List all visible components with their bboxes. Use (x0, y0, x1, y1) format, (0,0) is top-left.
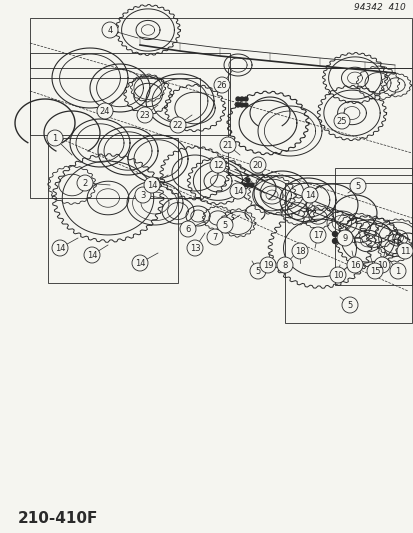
Text: 15: 15 (369, 266, 379, 276)
Text: 13: 13 (189, 244, 200, 253)
Circle shape (235, 103, 240, 107)
Text: 6: 6 (185, 224, 190, 233)
Circle shape (249, 183, 254, 187)
Circle shape (249, 157, 266, 173)
Circle shape (102, 22, 118, 38)
Circle shape (342, 238, 347, 244)
Circle shape (77, 175, 93, 191)
Text: 16: 16 (349, 261, 359, 270)
Text: 12: 12 (212, 160, 223, 169)
Circle shape (349, 178, 365, 194)
Circle shape (84, 247, 100, 263)
Circle shape (52, 240, 68, 256)
Text: 1: 1 (394, 266, 400, 276)
Circle shape (332, 231, 337, 237)
Text: 10: 10 (376, 261, 386, 270)
Circle shape (332, 238, 337, 244)
Circle shape (209, 157, 225, 173)
Text: 14: 14 (134, 259, 145, 268)
Circle shape (242, 183, 245, 187)
Circle shape (243, 97, 247, 101)
Circle shape (249, 263, 266, 279)
Circle shape (144, 177, 159, 193)
Circle shape (259, 257, 275, 273)
Circle shape (206, 229, 223, 245)
Circle shape (219, 137, 235, 153)
Text: 14: 14 (87, 251, 97, 260)
Circle shape (180, 221, 195, 237)
Text: 5: 5 (354, 182, 360, 190)
Text: 24: 24 (100, 107, 110, 116)
Circle shape (342, 231, 347, 237)
Circle shape (216, 217, 233, 233)
Circle shape (137, 107, 153, 123)
Circle shape (276, 257, 292, 273)
Text: 5: 5 (347, 301, 352, 310)
Text: 14: 14 (232, 187, 243, 196)
Text: 14: 14 (55, 244, 65, 253)
Text: 22: 22 (172, 120, 183, 130)
Text: 4: 4 (107, 26, 112, 35)
Text: 26: 26 (216, 80, 227, 90)
Text: 14: 14 (146, 181, 157, 190)
Circle shape (243, 103, 247, 107)
Circle shape (240, 97, 243, 101)
Circle shape (245, 183, 249, 187)
Circle shape (132, 255, 147, 271)
Text: 19: 19 (262, 261, 273, 270)
Text: 2: 2 (82, 179, 88, 188)
Circle shape (336, 230, 352, 246)
Circle shape (373, 257, 389, 273)
Circle shape (230, 183, 245, 199)
Circle shape (187, 240, 202, 256)
Text: 11: 11 (399, 246, 409, 255)
Circle shape (329, 267, 345, 283)
Circle shape (346, 257, 362, 273)
Text: 1: 1 (52, 133, 57, 142)
Circle shape (135, 187, 151, 203)
Circle shape (240, 103, 243, 107)
Circle shape (301, 187, 317, 203)
Text: 8: 8 (282, 261, 287, 270)
Text: 5: 5 (222, 221, 227, 230)
Text: 14: 14 (304, 190, 314, 199)
Circle shape (245, 178, 249, 182)
Circle shape (389, 263, 405, 279)
Circle shape (396, 243, 412, 259)
Circle shape (47, 130, 63, 146)
Circle shape (337, 238, 342, 244)
Text: 25: 25 (336, 117, 347, 125)
Text: 10: 10 (332, 271, 342, 279)
Circle shape (366, 263, 382, 279)
Circle shape (309, 227, 325, 243)
Text: 18: 18 (294, 246, 304, 255)
Circle shape (170, 117, 185, 133)
Text: 3: 3 (140, 190, 145, 199)
Circle shape (235, 97, 240, 101)
Text: 7: 7 (212, 232, 217, 241)
Text: 21: 21 (222, 141, 233, 149)
Circle shape (214, 77, 230, 93)
Text: 210-410F: 210-410F (18, 511, 98, 526)
Circle shape (291, 243, 307, 259)
Text: 20: 20 (252, 160, 263, 169)
Circle shape (341, 297, 357, 313)
Text: 5: 5 (255, 266, 260, 276)
Circle shape (97, 103, 113, 119)
Text: 17: 17 (312, 230, 323, 239)
Text: 9: 9 (342, 233, 347, 243)
Text: 94342  410: 94342 410 (354, 3, 405, 12)
Circle shape (333, 113, 349, 129)
Text: 23: 23 (139, 110, 150, 119)
